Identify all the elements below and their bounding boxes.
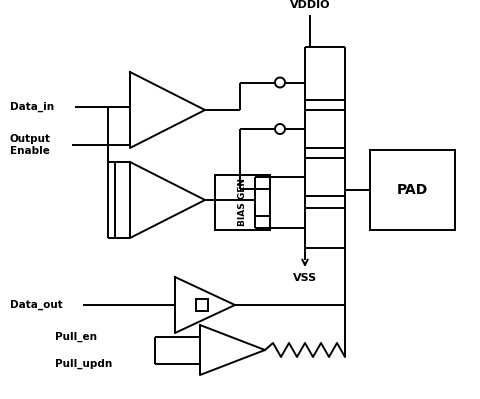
Text: Output
Enable: Output Enable (10, 134, 51, 156)
Bar (370, 150, 455, 230)
Text: Data_in: Data_in (10, 102, 54, 112)
Circle shape (275, 124, 285, 134)
Text: BIAS GEN: BIAS GEN (238, 178, 247, 227)
Text: PAD: PAD (397, 183, 428, 197)
Text: VDDIO: VDDIO (290, 0, 330, 10)
Bar (215, 175, 270, 230)
Text: VSS: VSS (293, 273, 317, 283)
Text: Data_out: Data_out (10, 300, 63, 310)
Text: Pull_updn: Pull_updn (55, 359, 112, 369)
Bar (196, 299, 208, 311)
Circle shape (275, 77, 285, 87)
Text: Pull_en: Pull_en (55, 332, 97, 342)
